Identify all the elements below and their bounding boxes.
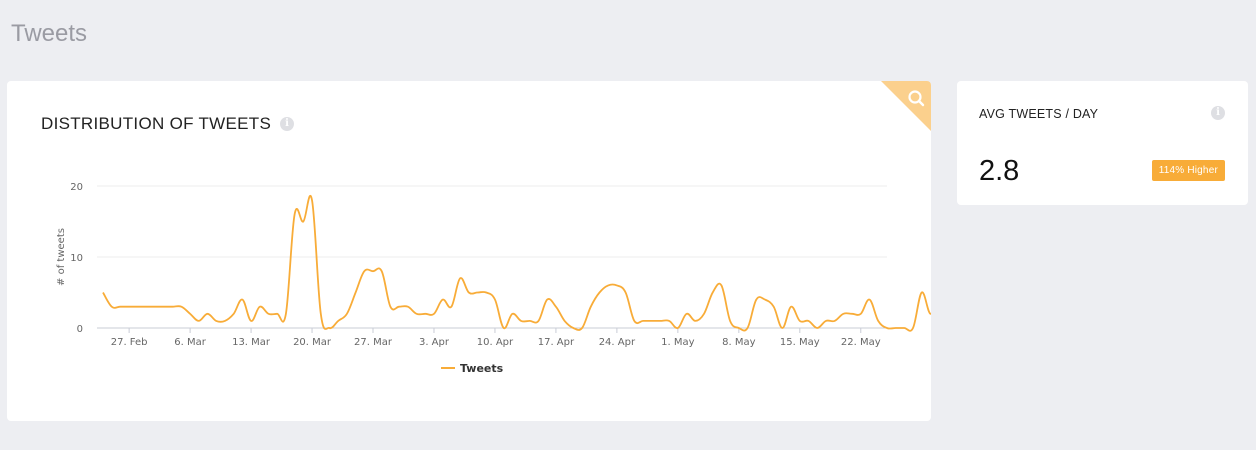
x-tick-label: 8. May <box>722 337 755 348</box>
x-tick-label: 24. Apr <box>599 337 636 348</box>
y-tick-label: 10 <box>70 253 83 264</box>
x-tick-label: 27. Mar <box>354 337 393 348</box>
distribution-card: DISTRIBUTION OF TWEETS i 0 10 20 # of tweet… <box>7 81 931 421</box>
x-tick-label: 1. May <box>661 337 694 348</box>
x-tick-label: 17. Apr <box>538 337 575 348</box>
x-tick-label: 3. Apr <box>419 337 450 348</box>
x-tick-label: 10. Apr <box>477 337 514 348</box>
tweets-line-chart: 0 10 20 # of tweets 27. Feb 6. Mar 13. Mar 20. … <box>56 182 931 375</box>
legend-label: Tweets <box>460 362 504 375</box>
x-tick-label: 6. Mar <box>174 337 206 348</box>
series-line-tweets <box>102 195 931 332</box>
y-axis-label: # of tweets <box>56 228 67 286</box>
x-tick-label: 13. Mar <box>232 337 271 348</box>
info-icon[interactable]: i <box>1211 106 1225 120</box>
info-icon[interactable]: i <box>280 117 295 131</box>
y-tick-label: 20 <box>70 182 83 193</box>
y-tick-label: 0 <box>77 324 83 335</box>
distribution-title: DISTRIBUTION OF TWEETS <box>41 114 272 133</box>
search-icon <box>908 90 925 107</box>
x-tick-label: 27. Feb <box>111 337 148 348</box>
avg-value: 2.8 <box>979 155 1020 187</box>
page-title: Tweets <box>11 20 88 47</box>
avg-title: AVG TWEETS / DAY <box>979 107 1099 121</box>
legend[interactable]: Tweets <box>441 362 504 375</box>
x-tick-label: 22. May <box>841 337 881 348</box>
corner-search-button[interactable] <box>881 81 931 131</box>
avg-tweets-card: AVG TWEETS / DAY i 2.8 114% Higher <box>957 81 1248 205</box>
x-tick-label: 15. May <box>780 337 820 348</box>
x-tick-label: 20. Mar <box>293 337 332 348</box>
comparison-badge: 114% Higher <box>1151 160 1225 181</box>
distribution-title-row: DISTRIBUTION OF TWEETS i <box>41 114 295 134</box>
